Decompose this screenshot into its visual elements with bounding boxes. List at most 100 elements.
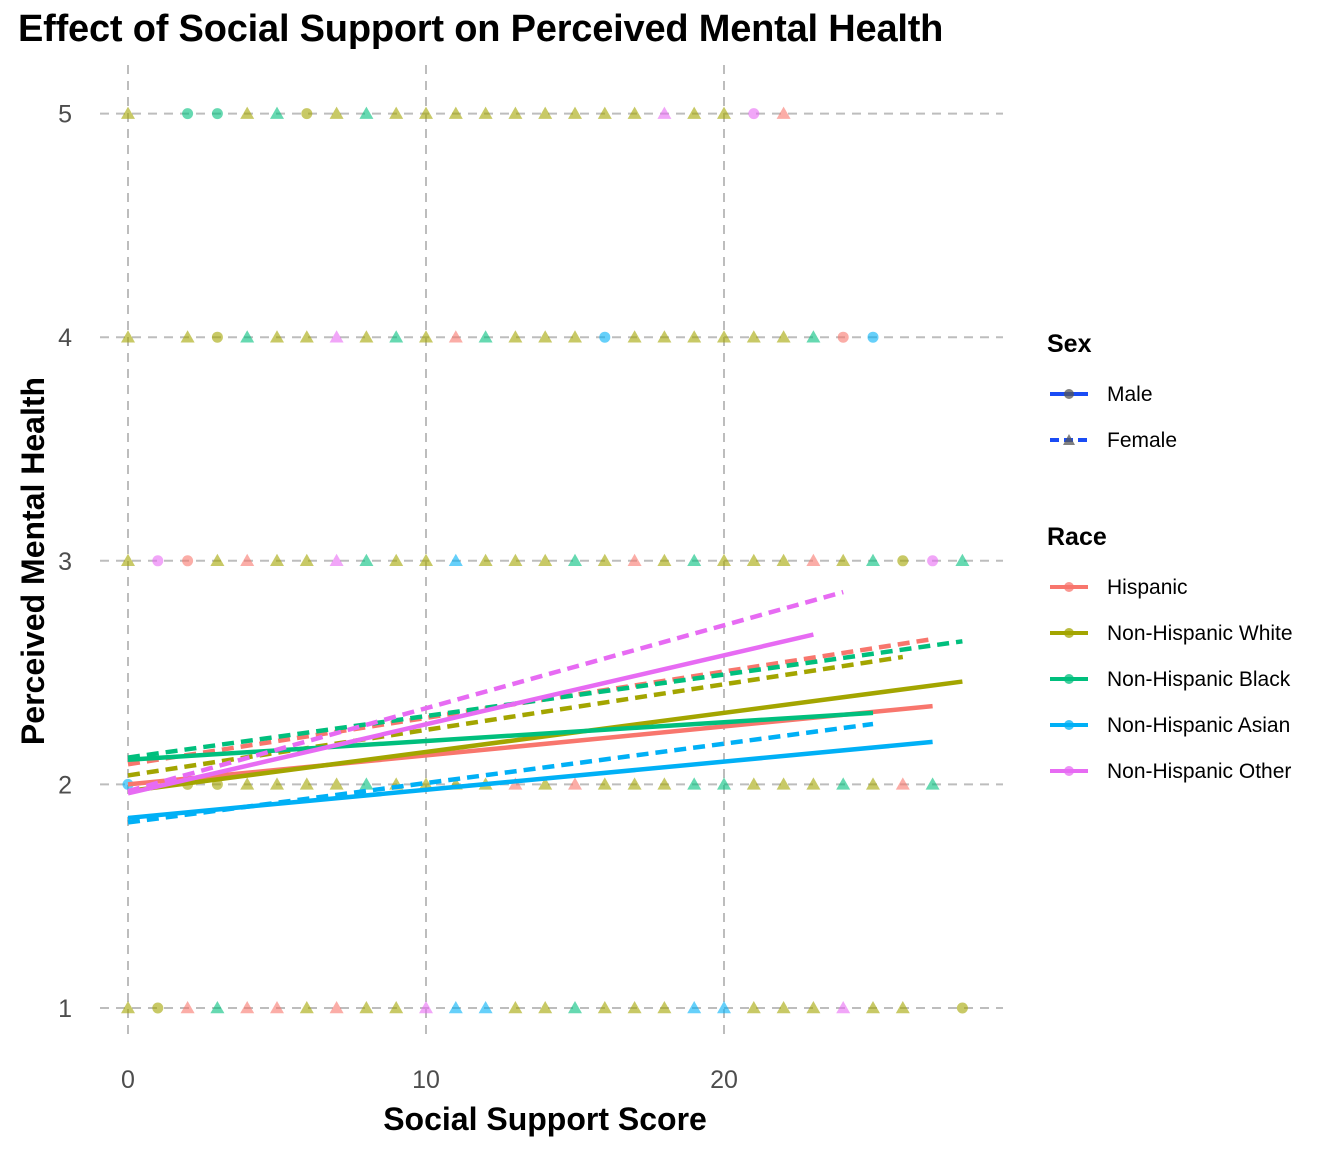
data-point — [597, 1001, 612, 1014]
data-point — [121, 553, 135, 567]
data-point — [895, 1001, 910, 1014]
data-point — [597, 777, 612, 790]
data-point — [270, 1001, 284, 1014]
data-point — [419, 553, 433, 567]
grid-layer — [100, 65, 1003, 1040]
y-tick-label-3: 3 — [58, 548, 72, 576]
data-point — [836, 1001, 851, 1014]
data-point — [152, 555, 164, 567]
data-point — [657, 553, 672, 567]
data-point — [627, 553, 642, 567]
data-point — [597, 106, 612, 119]
legend-race-label-non-hispanic-black: Non-Hispanic Black — [1107, 668, 1291, 691]
data-point — [419, 330, 433, 343]
data-point — [448, 1001, 463, 1014]
legend-race-title: Race — [1047, 523, 1107, 551]
legend-sex-shape-female — [1063, 434, 1075, 445]
data-point — [538, 553, 553, 567]
trend-line-non-hispanic-black-male — [127, 710, 874, 763]
data-point — [836, 553, 851, 567]
data-point — [270, 553, 284, 567]
data-point — [389, 330, 404, 343]
data-point — [299, 777, 314, 790]
data-point — [657, 106, 672, 119]
data-point — [687, 553, 702, 567]
legend-sex-shape-male — [1064, 389, 1074, 399]
data-point — [448, 330, 463, 343]
data-point — [538, 1001, 553, 1014]
data-point — [538, 777, 553, 790]
data-point — [836, 777, 851, 790]
chart-title: Effect of Social Support on Perceived Me… — [18, 8, 944, 50]
data-point — [568, 330, 582, 343]
data-point — [448, 553, 463, 567]
data-point — [210, 553, 225, 567]
data-point — [746, 1001, 761, 1014]
data-point — [538, 330, 553, 343]
data-point — [419, 777, 433, 790]
data-point — [776, 106, 791, 119]
data-point — [568, 777, 582, 790]
data-point — [301, 108, 313, 120]
data-point — [211, 108, 223, 120]
data-point — [389, 106, 404, 119]
data-point — [866, 553, 880, 567]
data-point — [837, 331, 849, 343]
legend-race-dot-hispanic — [1064, 582, 1074, 592]
data-point — [182, 108, 194, 120]
points-layer — [121, 106, 970, 1014]
trend-line-non-hispanic-black-female — [127, 639, 963, 760]
data-point — [746, 553, 761, 567]
data-point — [180, 330, 195, 343]
data-point — [508, 330, 523, 343]
data-point — [478, 106, 493, 119]
data-point — [240, 106, 255, 119]
data-point — [895, 777, 910, 790]
data-point — [299, 330, 314, 343]
x-tick-label-20: 20 — [710, 1066, 738, 1094]
data-point — [240, 1001, 255, 1014]
data-point — [419, 1001, 433, 1014]
legend-sex-title: Sex — [1047, 330, 1092, 358]
data-point — [897, 555, 909, 567]
data-point — [478, 1001, 493, 1014]
legend-race-label-non-hispanic-white: Non-Hispanic White — [1107, 622, 1293, 645]
data-point — [508, 106, 523, 119]
data-point — [329, 106, 344, 119]
data-point — [329, 1001, 344, 1014]
y-tick-label-4: 4 — [58, 324, 72, 352]
legend-race-dot-non-hispanic-other — [1064, 766, 1074, 776]
data-point — [568, 1001, 582, 1014]
data-point — [240, 553, 255, 567]
data-point — [627, 106, 642, 119]
data-point — [806, 777, 821, 790]
legend-race-dot-non-hispanic-black — [1064, 674, 1074, 684]
data-point — [568, 106, 582, 119]
data-point — [152, 1002, 164, 1014]
data-point — [359, 553, 374, 567]
data-point — [210, 1001, 225, 1014]
data-point — [746, 777, 761, 790]
data-point — [627, 777, 642, 790]
data-point — [508, 1001, 523, 1014]
trend-line-non-hispanic-white-female — [127, 654, 904, 778]
data-point — [657, 777, 672, 790]
data-point — [299, 1001, 314, 1014]
trend-line-non-hispanic-white-male — [127, 679, 963, 794]
data-point — [955, 553, 970, 567]
data-point — [299, 553, 314, 567]
lines-layer — [127, 589, 963, 825]
data-point — [867, 331, 879, 343]
data-point — [270, 106, 284, 119]
data-point — [776, 553, 791, 567]
data-point — [866, 777, 880, 790]
legend-race-label-hispanic: Hispanic — [1107, 576, 1188, 599]
data-point — [329, 777, 344, 790]
data-point — [270, 330, 284, 343]
data-point — [448, 106, 463, 119]
data-point — [776, 330, 791, 343]
data-point — [597, 553, 612, 567]
data-point — [478, 330, 493, 343]
data-point — [359, 777, 374, 790]
